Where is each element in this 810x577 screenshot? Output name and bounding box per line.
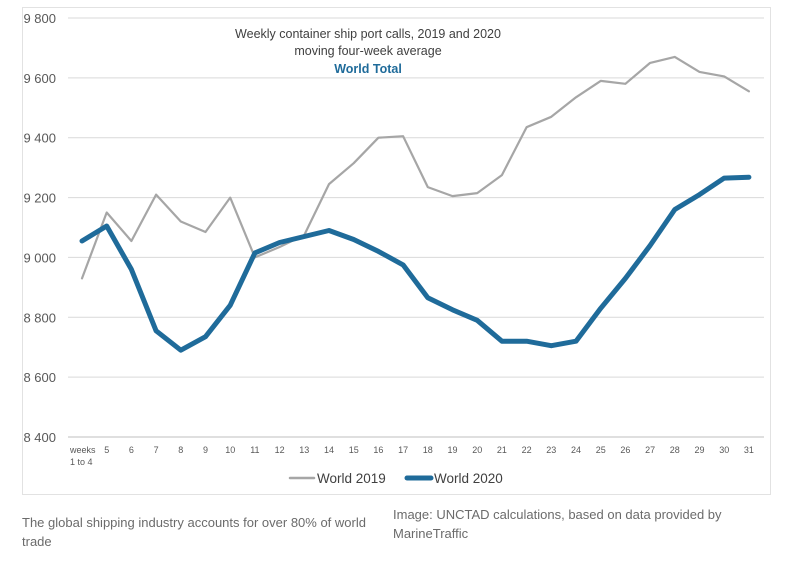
caption-left: The global shipping industry accounts fo… [22,515,366,549]
y-tick-label: 9 000 [23,250,56,265]
x-tick-labels: weeks 1 to 4 5 6 7 8 9 10 11 12 13 14 15 16 17 18 19 20 21… [69,445,754,467]
x-tick-label: 1 to 4 [70,457,93,467]
x-tick-label: 30 [719,445,729,455]
x-tick-label: 12 [275,445,285,455]
x-tick-label: 18 [423,445,433,455]
x-tick-label: 31 [744,445,754,455]
y-tick-label: 9 400 [23,131,56,146]
x-tick-label: 6 [129,445,134,455]
x-tick-label: 14 [324,445,334,455]
x-tick-label: 5 [104,445,109,455]
chart-svg: 8 400 8 600 8 800 9 000 9 200 9 400 9 600 9 800… [23,11,764,486]
x-tick-label: 22 [522,445,532,455]
series-line-world-2019 [80,55,751,280]
gridlines [68,17,764,438]
series-lines [79,55,752,353]
legend-label: World 2019 [317,471,386,486]
x-tick-label: 10 [225,445,235,455]
x-tick-label: 16 [373,445,383,455]
chart-title: Weekly container ship port calls, 2019 a… [235,27,501,41]
caption-right: Image: UNCTAD calculations, based on dat… [393,507,722,541]
x-tick-label: 13 [299,445,309,455]
x-tick-label: 29 [694,445,704,455]
y-tick-label: 8 600 [23,370,56,385]
y-tick-label: 9 200 [23,191,56,206]
y-tick-labels: 8 400 8 600 8 800 9 000 9 200 9 400 9 600 9 800 [23,11,56,445]
x-tick-label: 11 [250,445,259,455]
x-tick-label: 9 [203,445,208,455]
y-tick-label: 8 400 [23,430,56,445]
x-tick-label: 21 [497,445,507,455]
legend: World 2019 World 2020 [288,471,503,486]
x-tick-label: 7 [154,445,159,455]
x-tick-label: 19 [447,445,457,455]
chart-subtitle-world-total: World Total [334,62,402,76]
y-tick-label: 9 600 [23,71,56,86]
series-line-world-2020 [79,174,752,353]
x-tick-label: 23 [546,445,556,455]
chart-subtitle: moving four-week average [294,44,441,58]
x-tick-label: 20 [472,445,482,455]
x-tick-label: 8 [178,445,183,455]
chart-frame [22,7,771,495]
y-tick-label: 8 800 [23,310,56,325]
x-tick-label: 28 [670,445,680,455]
x-tick-label: 17 [398,445,408,455]
legend-label: World 2020 [434,471,503,486]
x-tick-label: 27 [645,445,655,455]
x-tick-label: 24 [571,445,581,455]
x-tick-label: weeks [69,445,96,455]
x-tick-label: 26 [620,445,630,455]
x-tick-label: 15 [349,445,359,455]
x-tick-label: 25 [596,445,606,455]
y-tick-label: 9 800 [23,11,56,26]
